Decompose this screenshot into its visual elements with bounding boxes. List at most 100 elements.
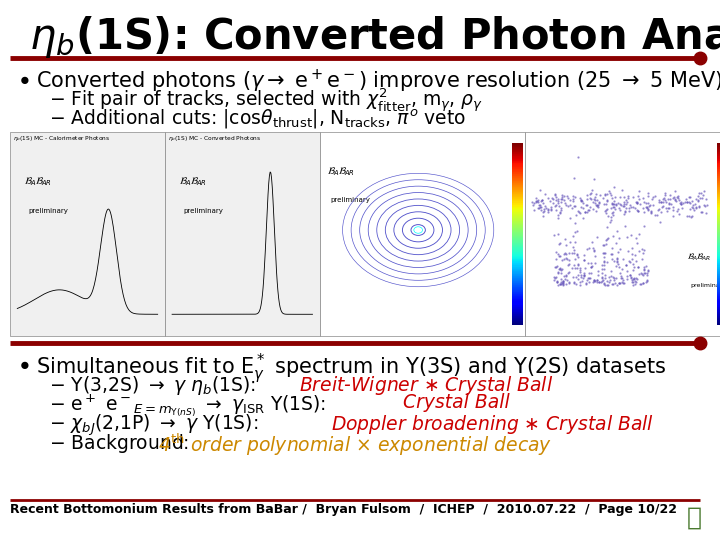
Point [631, 199, 642, 207]
Point [642, 204, 653, 213]
Point [564, 238, 575, 247]
Point [608, 276, 620, 285]
Point [638, 278, 649, 287]
Point [552, 268, 563, 276]
Point [596, 273, 608, 281]
Point [537, 199, 549, 207]
Point [581, 245, 593, 253]
Point [629, 251, 641, 259]
Point [665, 200, 676, 208]
Point [600, 205, 612, 214]
Point [634, 269, 645, 278]
Point [626, 244, 638, 253]
Point [600, 207, 611, 215]
Point [590, 201, 601, 210]
Point [589, 193, 600, 201]
Point [637, 249, 649, 258]
Text: Simultaneous fit to E$_\gamma^*$ spectrum in $\Upsilon$(3S) and $\Upsilon$(2S) d: Simultaneous fit to E$_\gamma^*$ spectru… [36, 352, 667, 387]
Point [678, 198, 689, 207]
Point [632, 207, 644, 215]
Point [644, 201, 655, 210]
Point [552, 277, 563, 286]
Point [635, 279, 647, 288]
Point [642, 205, 654, 213]
Point [635, 269, 647, 278]
Point [555, 278, 567, 286]
Point [634, 200, 645, 208]
Point [554, 203, 566, 212]
Point [621, 197, 633, 206]
Point [564, 256, 575, 265]
Point [588, 205, 599, 213]
Point [549, 231, 560, 239]
Point [552, 261, 563, 270]
Point [555, 280, 567, 288]
Point [612, 198, 624, 207]
Point [634, 247, 645, 255]
Point [605, 212, 616, 221]
Point [606, 250, 618, 259]
Point [615, 199, 626, 208]
Point [625, 273, 636, 282]
Point [606, 199, 618, 208]
Point [675, 200, 687, 208]
Point [629, 262, 640, 271]
Point [614, 279, 626, 287]
Point [639, 269, 650, 278]
Point [555, 269, 567, 278]
Point [624, 258, 636, 267]
Text: $-$ Background:: $-$ Background: [49, 432, 192, 455]
Point [575, 273, 587, 281]
Point [632, 263, 644, 272]
Point [603, 277, 614, 286]
Point [606, 280, 618, 288]
Point [586, 261, 598, 270]
Text: $-$ $\Upsilon$(3,2S) $\rightarrow$ $\gamma$ $\eta_b$(1S):: $-$ $\Upsilon$(3,2S) $\rightarrow$ $\gam… [49, 374, 258, 397]
Point [590, 207, 602, 215]
Point [621, 272, 632, 280]
Point [570, 280, 582, 288]
Point [645, 208, 657, 217]
Point [649, 211, 661, 220]
Point [620, 200, 631, 208]
Point [598, 194, 609, 202]
Point [611, 256, 623, 265]
Point [608, 202, 619, 211]
Point [590, 276, 601, 285]
Point [687, 201, 698, 210]
Point [645, 208, 657, 217]
Point [655, 208, 667, 217]
Point [618, 201, 630, 210]
Point [599, 190, 611, 198]
Point [631, 198, 642, 206]
Point [657, 198, 669, 206]
Point [660, 204, 672, 212]
Point [616, 273, 628, 282]
Point [596, 268, 608, 277]
Text: $\bullet$: $\bullet$ [16, 68, 30, 91]
Point [626, 203, 637, 212]
Point [588, 277, 600, 286]
Point [538, 211, 549, 220]
Point [687, 203, 698, 212]
Point [628, 266, 639, 275]
Point [600, 208, 612, 217]
Point [612, 258, 624, 267]
Text: $\eta_b$(1S) MC - Calorimeter Photons: $\eta_b$(1S) MC - Calorimeter Photons [13, 134, 110, 143]
Point [674, 198, 685, 207]
Point [667, 211, 679, 220]
Point [616, 278, 627, 286]
Point [593, 198, 605, 206]
Point [619, 207, 631, 215]
Point [581, 191, 593, 199]
Point [660, 196, 671, 205]
Text: $-$ Fit pair of tracks, selected with $\chi^2_{\rm fitter}$, m$_\gamma$, $\rho_\: $-$ Fit pair of tracks, selected with $\… [49, 87, 483, 116]
Point [528, 200, 539, 209]
Point [633, 186, 644, 195]
Point [581, 208, 593, 217]
Point [606, 266, 617, 275]
Point [554, 265, 565, 274]
Point [611, 200, 622, 209]
Point [630, 257, 642, 266]
Point [608, 200, 620, 208]
